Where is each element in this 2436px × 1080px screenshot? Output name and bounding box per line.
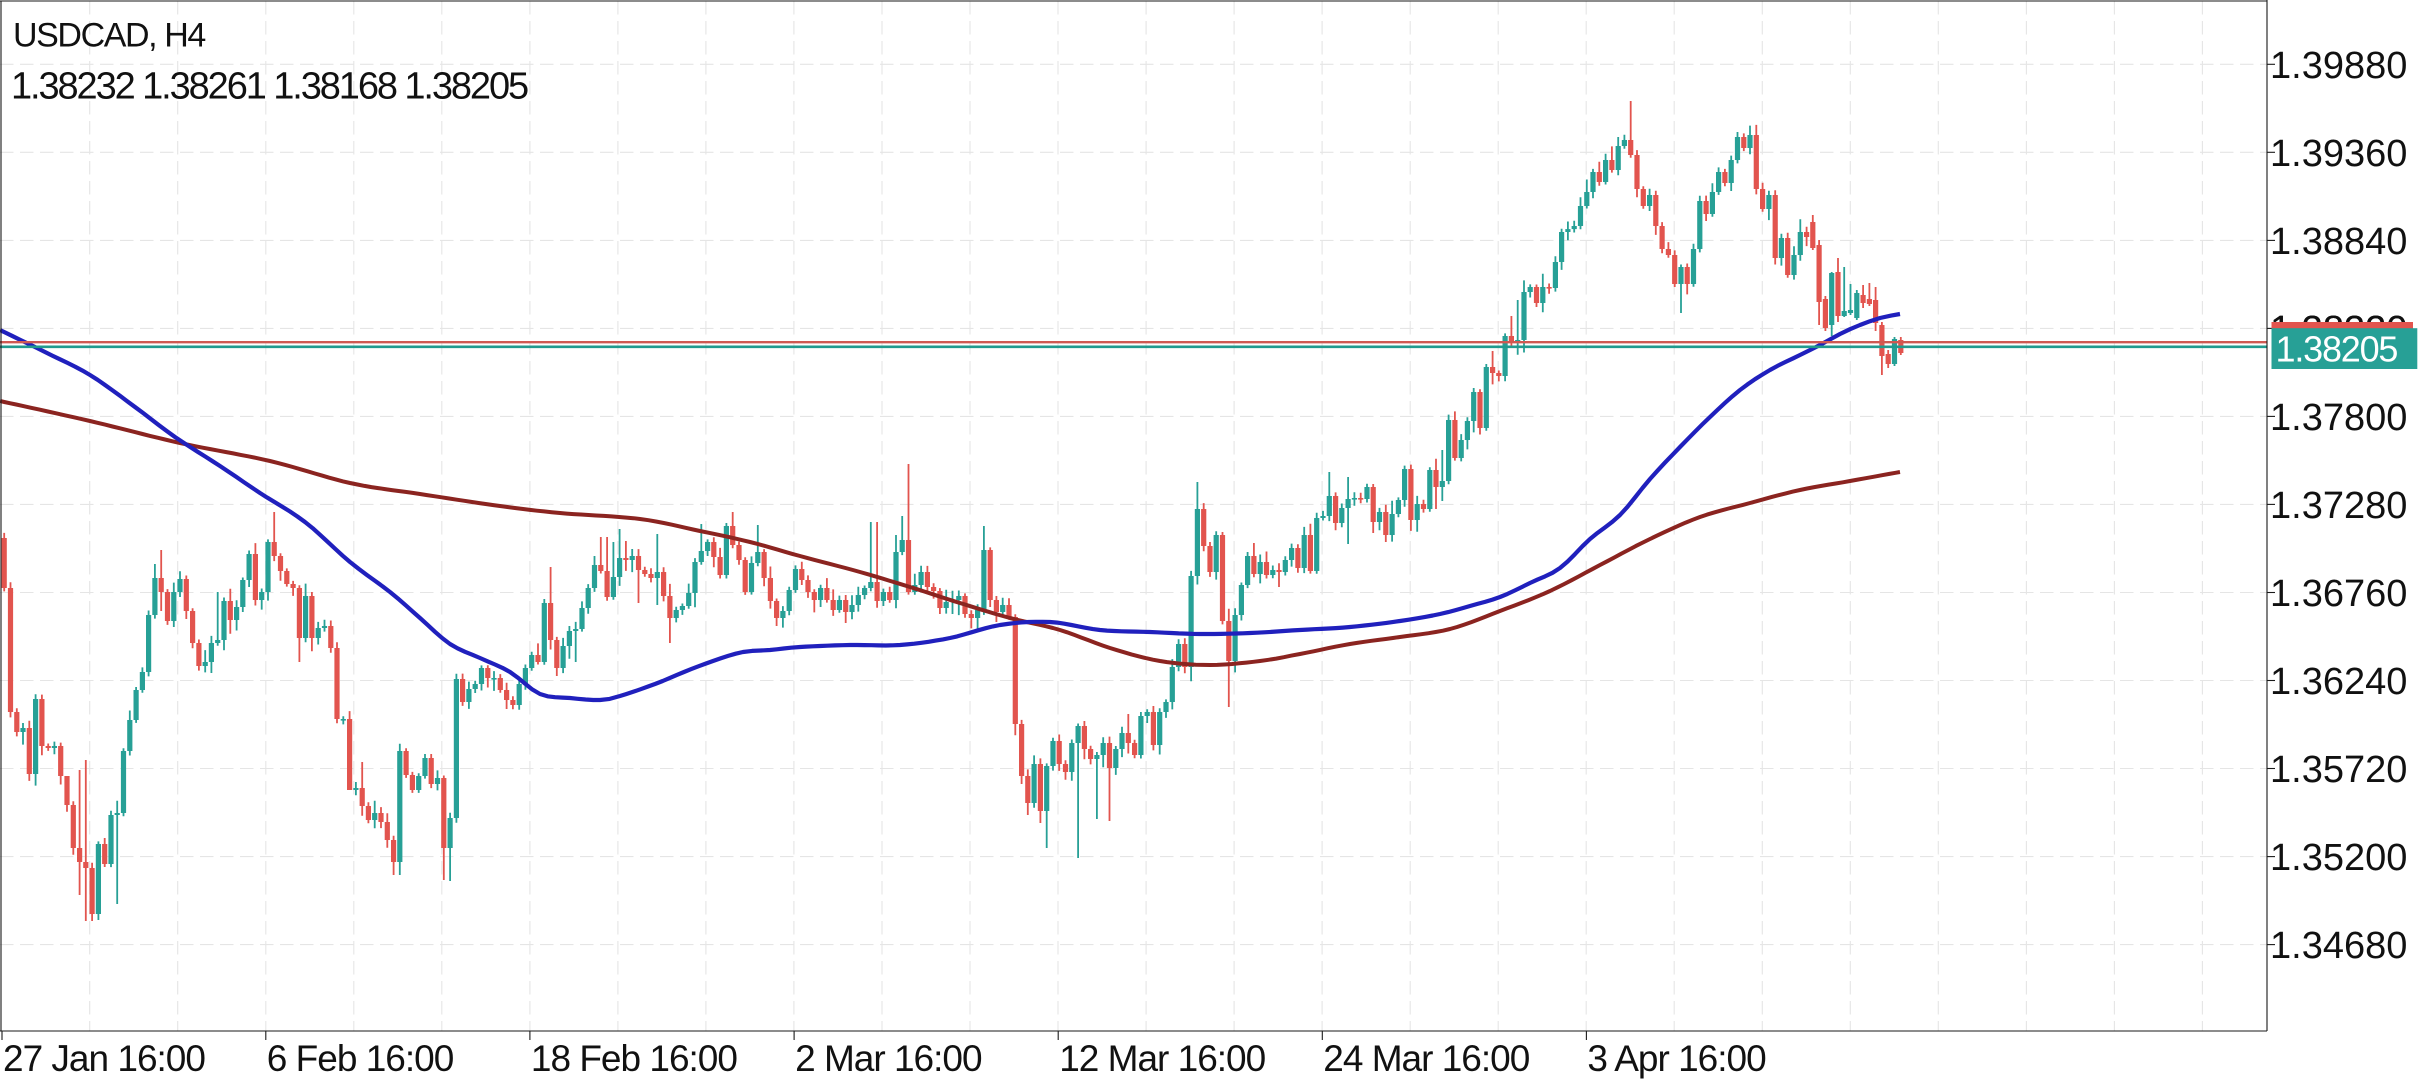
svg-text:1.34680: 1.34680 (2270, 925, 2407, 967)
svg-text:1.39880: 1.39880 (2270, 45, 2407, 87)
svg-text:3 Apr 16:00: 3 Apr 16:00 (1587, 1038, 1766, 1079)
svg-text:1.38205: 1.38205 (2276, 329, 2398, 370)
svg-text:24 Mar 16:00: 24 Mar 16:00 (1323, 1038, 1529, 1079)
svg-text:1.37280: 1.37280 (2270, 485, 2407, 527)
svg-text:1.35720: 1.35720 (2270, 749, 2407, 791)
svg-text:1.35200: 1.35200 (2270, 837, 2407, 879)
svg-text:12 Mar 16:00: 12 Mar 16:00 (1059, 1038, 1265, 1079)
svg-text:27 Jan 16:00: 27 Jan 16:00 (3, 1038, 205, 1079)
svg-text:1.37800: 1.37800 (2270, 397, 2407, 439)
svg-text:18 Feb 16:00: 18 Feb 16:00 (531, 1038, 737, 1079)
svg-text:1.38232 1.38261 1.38168 1.3820: 1.38232 1.38261 1.38168 1.38205 (11, 66, 528, 108)
svg-text:1.36240: 1.36240 (2270, 661, 2407, 703)
svg-text:USDCAD, H4: USDCAD, H4 (13, 17, 205, 55)
svg-text:1.38840: 1.38840 (2270, 221, 2407, 263)
svg-text:1.39360: 1.39360 (2270, 133, 2407, 175)
svg-text:1.36760: 1.36760 (2270, 573, 2407, 615)
svg-text:6 Feb 16:00: 6 Feb 16:00 (267, 1038, 454, 1079)
svg-text:2 Mar 16:00: 2 Mar 16:00 (795, 1038, 982, 1079)
